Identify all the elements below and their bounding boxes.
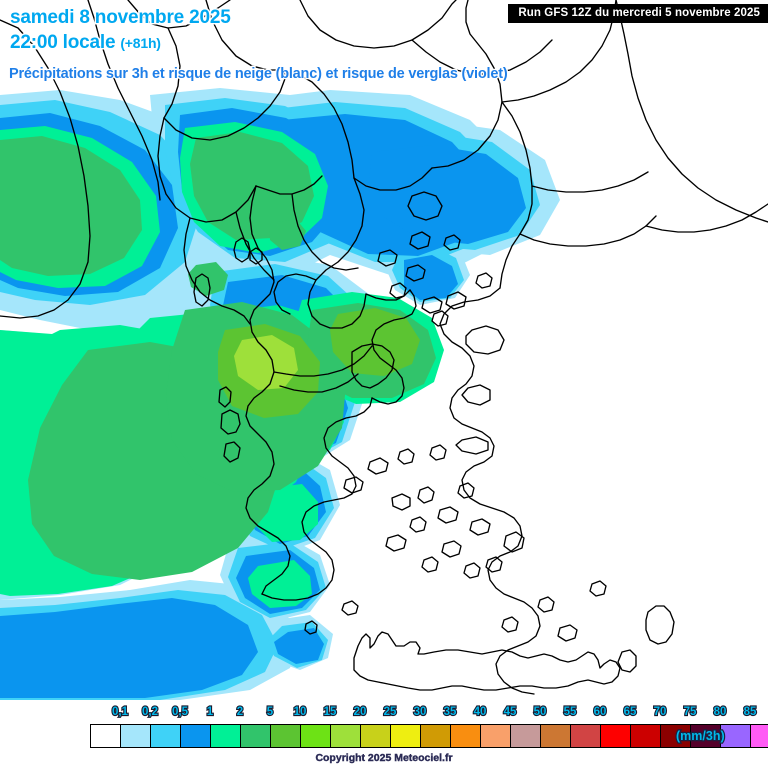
colorbar-swatch [91,725,121,747]
colorbar-tick-label: 70 [653,705,668,719]
map-canvas[interactable] [0,0,768,700]
precip-field [0,88,560,700]
colorbar-swatch [511,725,541,747]
colorbar-swatch [391,725,421,747]
colorbar-tick-label: 5 [266,705,275,719]
colorbar[interactable] [90,724,768,748]
model-run-info: Run GFS 12Z du mercredi 5 novembre 2025 [508,4,768,23]
copyright-notice: Copyright 2025 Meteociel.fr [315,752,453,764]
colorbar-tick-label: 40 [473,705,488,719]
colorbar-tick-label: 45 [503,705,518,719]
colorbar-swatch [361,725,391,747]
colorbar-tick-label: 15 [323,705,338,719]
colorbar-tick-label: 30 [413,705,428,719]
map-outlines [0,0,768,695]
precipitation-map[interactable]: samedi 8 novembre 2025 22:00 locale (+81h… [0,0,768,700]
colorbar-tick-label: 20 [353,705,368,719]
colorbar-tick-label: 50 [533,705,548,719]
forecast-subtitle: Précipitations sur 3h et risque de neige… [8,65,509,84]
colorbar-tick-label: 25 [383,705,398,719]
forecast-time-line: 22:00 locale (+81h) [8,31,163,55]
colorbar-tick-label: 65 [623,705,638,719]
colorbar-tick-label: 85 [743,705,758,719]
colorbar-tick-label: 0,1 [111,705,129,719]
colorbar-tick-label: 75 [683,705,698,719]
colorbar-swatch [301,725,331,747]
colorbar-swatch [481,725,511,747]
colorbar-tick-label: 1 [206,705,215,719]
colorbar-swatch [421,725,451,747]
colorbar-swatch [661,725,691,747]
colorbar-unit-label: (mm/3h) [675,728,726,744]
colorbar-swatch [631,725,661,747]
colorbar-swatch [211,725,241,747]
colorbar-tick-label: 80 [713,705,728,719]
colorbar-tick-label: 35 [443,705,458,719]
colorbar-tick-label: 10 [293,705,308,719]
forecast-time-text: 22:00 locale [8,31,117,55]
colorbar-tick-label: 0,5 [171,705,189,719]
colorbar-swatch [331,725,361,747]
colorbar-swatch [121,725,151,747]
colorbar-tick-label: 0,2 [141,705,159,719]
colorbar-swatch [721,725,751,747]
colorbar-swatch [571,725,601,747]
colorbar-swatch [151,725,181,747]
colorbar-tick-label: 2 [236,705,245,719]
colorbar-swatch [451,725,481,747]
forecast-leadtime-text: (+81h) [119,34,163,53]
colorbar-swatch [601,725,631,747]
forecast-date-line: samedi 8 novembre 2025 [9,6,233,30]
colorbar-swatch [271,725,301,747]
colorbar-swatch [241,725,271,747]
colorbar-tick-label: 55 [563,705,578,719]
colorbar-tick-label: 60 [593,705,608,719]
legend-panel: 0,1 0,2 0,5 1 2 5 10 15 20 25 30 35 40 45 50 55 60 65 70 75… [0,700,768,768]
colorbar-swatch [541,725,571,747]
colorbar-swatch [751,725,768,747]
colorbar-swatch [691,725,721,747]
colorbar-swatch [181,725,211,747]
